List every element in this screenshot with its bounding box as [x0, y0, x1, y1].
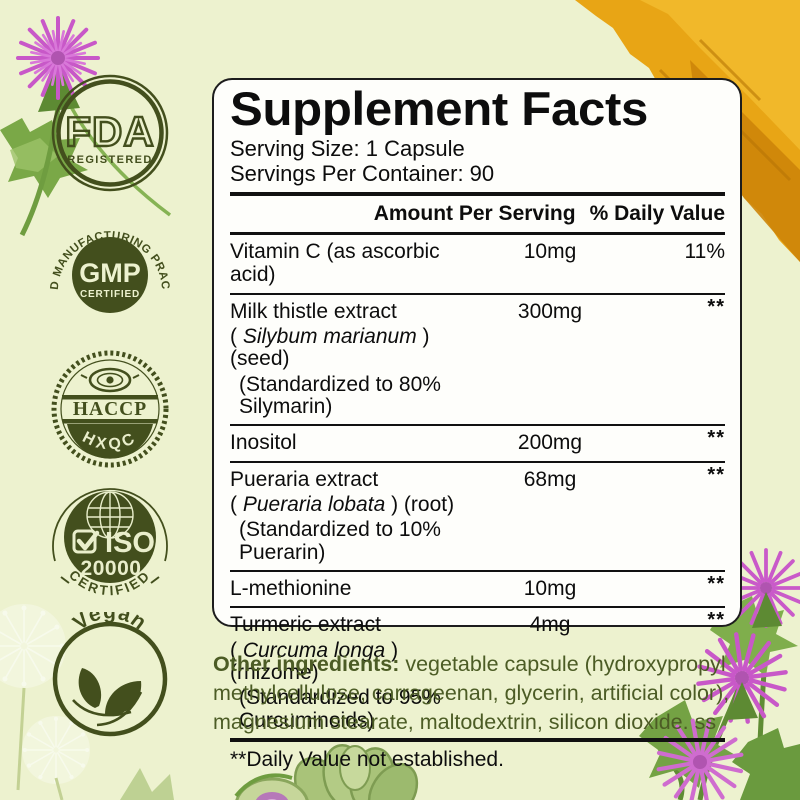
haccp-badge: HACCP HXQC: [51, 350, 169, 468]
globe-icon: [86, 491, 134, 539]
iso-20000-badge: ISO 20000 CERTIFIED: [52, 488, 168, 598]
leaves-icon: [72, 668, 143, 727]
dandelion-image-left: [0, 604, 174, 800]
eye-icon: [80, 367, 140, 393]
ingredient-name: Pueraria extract: [230, 467, 379, 491]
ingredient-dv: **: [707, 609, 725, 632]
fda-acronym: FDA: [65, 108, 154, 155]
column-daily-value: % Daily Value: [589, 201, 725, 225]
gmp-acronym: GMP: [79, 258, 141, 288]
haccp-acronym: HACCP: [73, 399, 147, 420]
gmp-certified-badge: GOOD MANUFACTURING PRACTICE GMP CERTIFIE…: [43, 205, 171, 313]
artichoke-image-bottom: [234, 744, 419, 800]
ingredient-dv: **: [707, 295, 725, 318]
fda-caption: REGISTERED: [67, 154, 153, 166]
ingredient-latin-line: ( Pueraria lobata ) (root): [230, 493, 455, 517]
serving-size: Serving Size: 1 Capsule: [230, 135, 465, 161]
daily-value-footnote: **Daily Value not established.: [230, 737, 725, 780]
fda-registered-badge: FDA REGISTERED: [51, 74, 169, 192]
milk-thistle-image-bottom-right: [639, 548, 800, 800]
ingredient-amount: 200mg: [517, 431, 583, 455]
ingredient-dv: **: [707, 427, 725, 450]
ingredient-name: Inositol: [230, 431, 297, 455]
ingredient-standardized: (Standardized to 10% Puerarin): [239, 518, 441, 564]
iso-acronym: ISO: [105, 527, 155, 559]
ingredient-amount: 68mg: [523, 467, 577, 491]
ingredient-amount: 10mg: [523, 239, 577, 263]
table-row: L-methionine 10mg **: [230, 572, 725, 609]
panel-title: Supplement Facts: [230, 82, 649, 135]
ingredient-latin-line: ( Silybum marianum ) (seed): [230, 325, 430, 371]
table-header: Amount Per Serving % Daily Value: [230, 196, 725, 235]
ingredient-dv: 11%: [684, 239, 725, 263]
supplement-facts-panel: Supplement Facts Serving Size: 1 Capsule…: [212, 78, 742, 771]
ingredient-standardized: (Standardized to 80% Silymarin): [239, 372, 441, 418]
checkbox-icon: [72, 529, 100, 554]
milk-thistle-image-top-left: [0, 16, 172, 237]
table-row: Pueraria extract ( Pueraria lobata ) (ro…: [230, 463, 725, 572]
ingredient-amount: 10mg: [523, 576, 577, 600]
column-amount: Amount Per Serving: [373, 201, 576, 225]
servings-per-container: Servings Per Container: 90: [230, 160, 495, 186]
ingredient-name: Milk thistle extract: [230, 299, 397, 323]
ingredient-latin-line: ( Curcuma longa ) (rhizome): [230, 638, 399, 685]
other-ingredients-text: vegetable capsule (hydroxypropyl methylc…: [213, 652, 730, 735]
table-row: Turmeric extract ( Curcuma longa ) (rhiz…: [230, 608, 725, 738]
table-row: Milk thistle extract ( Silybum marianum …: [230, 295, 725, 427]
table-row: Vitamin C (as ascorbic acid) 10mg 11%: [230, 235, 725, 295]
ingredient-name: Turmeric extract: [230, 613, 381, 637]
ingredient-dv: **: [707, 463, 725, 486]
divider: [230, 191, 725, 196]
other-ingredients-label: Other ingredients:: [213, 652, 400, 676]
ingredient-amount: 300mg: [517, 299, 583, 323]
ingredient-name: L-methionine: [230, 576, 352, 600]
table-row: Inositol 200mg **: [230, 426, 725, 463]
gmp-caption: CERTIFIED: [80, 289, 140, 300]
iso-number: 20000: [81, 557, 142, 580]
ingredient-dv: **: [707, 572, 725, 595]
vegan-badge: Vegan: [52, 612, 168, 737]
ingredient-amount: 4mg: [529, 613, 571, 637]
ingredient-name: Vitamin C (as ascorbic acid): [230, 239, 440, 287]
ingredient-standardized: (Standardized to 95% Curcuminoids): [239, 686, 441, 732]
other-ingredients: Other ingredients: vegetable capsule (hy…: [213, 650, 758, 738]
